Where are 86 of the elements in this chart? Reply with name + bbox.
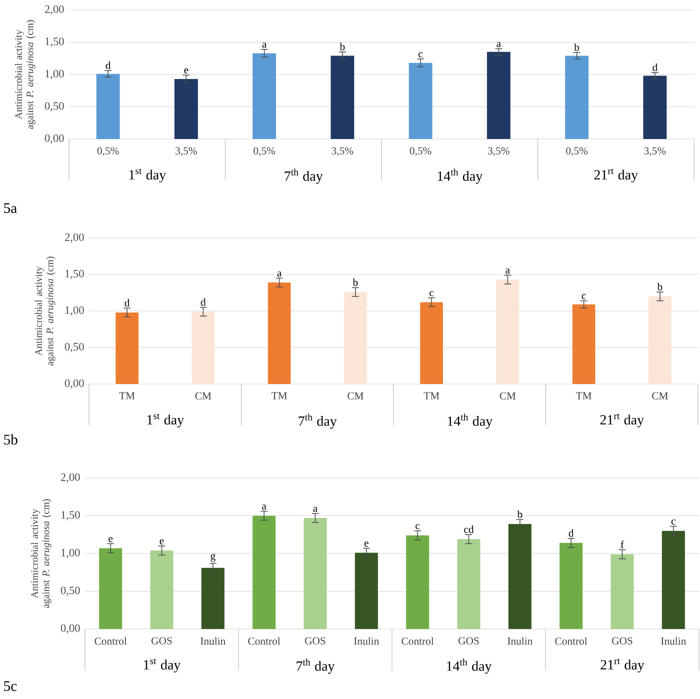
- data-label: e: [108, 536, 113, 542]
- data-label: c: [430, 291, 434, 296]
- data-label: e: [160, 539, 164, 544]
- text: 3,5%: [488, 147, 510, 156]
- data-label: a: [506, 268, 510, 274]
- data-label: d: [124, 298, 130, 306]
- text: Inulin: [200, 637, 226, 645]
- series-label: TM: [119, 392, 135, 400]
- y-tick-label: 0,50: [60, 586, 80, 596]
- text: TM: [272, 392, 288, 400]
- x-tick-label: 1$^{st}$ day: [129, 168, 166, 182]
- data-label: c: [582, 294, 586, 300]
- data-label: a: [496, 42, 501, 48]
- data-label: g: [210, 554, 216, 562]
- x-tick-label: 7$^{th}$ day: [296, 658, 335, 674]
- text: GOS: [458, 637, 479, 644]
- text: TM: [576, 392, 592, 400]
- text: 5c: [4, 681, 17, 691]
- x-tick-label: 7$^{th}$ day: [284, 168, 323, 184]
- y-tick-label: 1,50: [65, 270, 84, 280]
- data-label: a: [277, 271, 282, 277]
- text: 5b: [4, 434, 18, 445]
- series-label: Control: [402, 637, 434, 645]
- data-label: d: [106, 62, 111, 70]
- text: TM: [424, 392, 440, 400]
- text: CM: [500, 392, 516, 400]
- series-label: Inulin: [508, 637, 532, 645]
- data-label: d: [652, 63, 658, 71]
- x-tick-label: 14$^{th}$ day: [446, 658, 492, 674]
- data-label: e: [184, 68, 188, 74]
- y-tick-label: 1,00: [45, 70, 64, 80]
- y-tick-label: 2,00: [64, 233, 84, 243]
- text: 5a: [4, 203, 17, 214]
- y-tick-label: 1,00: [61, 548, 80, 558]
- text: CM: [348, 392, 364, 400]
- data-label: d: [200, 298, 206, 306]
- data-label: c: [416, 524, 420, 530]
- text: 3,5%: [332, 147, 354, 156]
- y-tick-label: 0,50: [64, 342, 84, 352]
- y-tick-label: 0,00: [44, 134, 64, 144]
- data-label: c: [418, 52, 423, 58]
- text: Inulin: [661, 637, 686, 645]
- text: Control: [94, 637, 127, 645]
- x-tick-label: 21$^{rt}$ day: [600, 414, 644, 428]
- x-tick-label: 1$^{st}$ day: [147, 414, 184, 428]
- series-label: GOS: [152, 637, 172, 644]
- text: GOS: [305, 637, 326, 644]
- data-label: b: [352, 278, 358, 286]
- data-label: f: [620, 540, 624, 548]
- data-label: a: [262, 504, 266, 510]
- data-label: a: [262, 42, 267, 48]
- y-tick-label: 1,00: [65, 306, 84, 316]
- text: Inulin: [354, 637, 379, 645]
- data-label: a: [313, 506, 318, 512]
- x-tick-label: 14$^{th}$ day: [438, 168, 483, 184]
- y-tick-label: 0,50: [44, 102, 64, 112]
- y-tick-label: 0,00: [64, 379, 84, 389]
- text: 0,5%: [566, 147, 588, 156]
- data-label: b: [657, 282, 662, 290]
- data-label: cd: [464, 526, 474, 534]
- data-label: b: [574, 43, 580, 51]
- text: 0,5%: [410, 147, 432, 156]
- y-tick-label: 1,50: [61, 511, 80, 520]
- text: Control: [555, 637, 588, 645]
- data-label: b: [517, 510, 522, 518]
- text: 0,5%: [254, 147, 276, 156]
- data-label: b: [340, 42, 345, 50]
- y-tick-label: 2,00: [60, 473, 80, 483]
- x-tick-label: 14$^{th}$ day: [448, 414, 493, 429]
- y-tick-label: 2,00: [44, 5, 64, 15]
- x-tick-label: 7$^{th}$ day: [298, 414, 337, 429]
- x-tick-label: 1$^{st}$ day: [144, 658, 181, 672]
- data-label: e: [364, 541, 368, 547]
- x-tick-label: 21$^{rt}$ day: [600, 658, 644, 672]
- y-tick-label: 1,50: [45, 38, 64, 47]
- series-label: 3,5%: [176, 147, 197, 156]
- y-tick-label: 0,00: [60, 624, 80, 634]
- series-label: 0,5%: [97, 147, 119, 156]
- series-label: CM: [195, 392, 212, 400]
- text: CM: [652, 392, 668, 400]
- text: GOS: [612, 637, 632, 644]
- x-tick-label: 21$^{rt}$ day: [594, 168, 638, 182]
- data-label: d: [568, 529, 574, 537]
- text: Control: [248, 637, 280, 645]
- text: 3,5%: [644, 147, 666, 156]
- data-label: c: [671, 520, 676, 525]
